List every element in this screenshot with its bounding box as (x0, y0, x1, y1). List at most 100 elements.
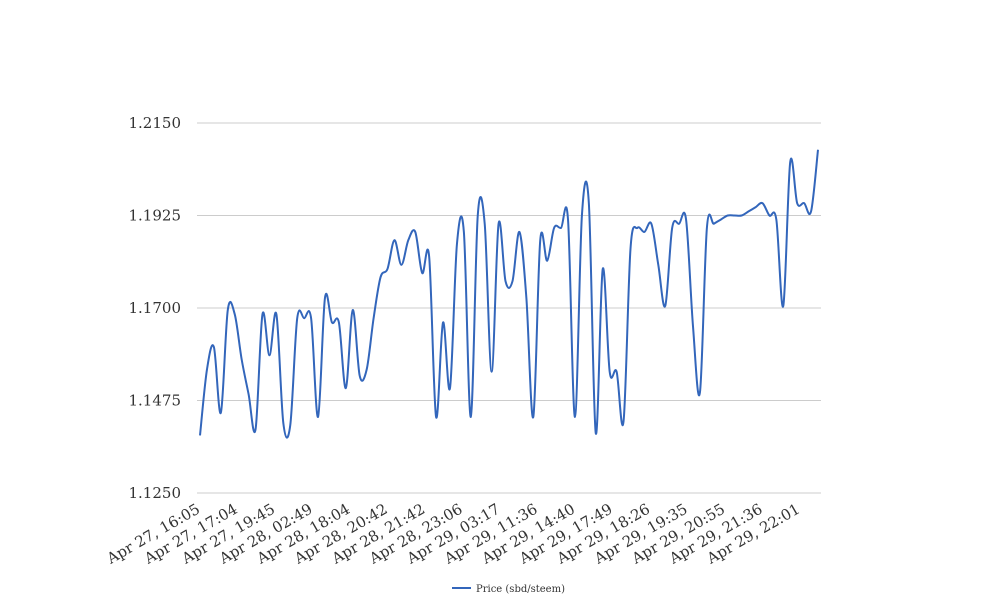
data-point (628, 245, 634, 251)
data-point (669, 225, 675, 231)
data-point (259, 311, 265, 317)
data-point (773, 217, 779, 223)
data-point (398, 262, 404, 268)
data-point (239, 356, 245, 362)
data-point (225, 307, 231, 313)
data-point (794, 200, 800, 206)
data-point (746, 208, 752, 214)
y-tick-label: 1.1250 (129, 484, 182, 502)
data-point (405, 237, 411, 243)
data-point (315, 414, 321, 420)
data-point (711, 221, 717, 227)
data-point (468, 414, 474, 420)
y-tick-label: 1.1700 (129, 299, 182, 317)
y-tick-label: 1.1475 (129, 392, 182, 410)
data-point (801, 200, 807, 206)
data-point (308, 315, 314, 321)
data-point (655, 262, 661, 268)
data-point (614, 369, 620, 375)
data-point (329, 319, 335, 325)
data-point (218, 410, 224, 416)
data-point (475, 213, 481, 219)
data-point (697, 389, 703, 395)
data-point (815, 147, 821, 153)
data-point (572, 414, 578, 420)
data-point (704, 225, 710, 231)
data-point (530, 414, 536, 420)
data-point (440, 319, 446, 325)
legend-label: Price (sbd/steem) (476, 584, 565, 595)
data-point (808, 208, 814, 214)
data-point (287, 422, 293, 428)
data-point (384, 266, 390, 272)
data-point (725, 213, 731, 219)
data-point (509, 278, 515, 284)
data-point (621, 418, 627, 424)
data-point (301, 315, 307, 321)
data-point (253, 426, 259, 432)
series-layer (197, 147, 821, 439)
data-point (641, 229, 647, 235)
data-point (496, 221, 502, 227)
data-point (211, 344, 217, 350)
data-point (447, 385, 453, 391)
data-point (246, 391, 252, 397)
data-point (371, 315, 377, 321)
data-point (454, 241, 460, 247)
data-point (294, 315, 300, 321)
y-axis-tick-labels: 1.1250 1.1475 1.1700 1.1925 1.2150 (129, 114, 182, 502)
data-point (523, 295, 529, 301)
data-point (350, 307, 356, 313)
data-point (607, 369, 613, 375)
data-point (544, 258, 550, 264)
data-point (343, 385, 349, 391)
data-point (433, 414, 439, 420)
data-point (634, 225, 640, 231)
data-point (419, 270, 425, 276)
data-point (662, 303, 668, 309)
data-point (579, 213, 585, 219)
data-point (558, 225, 564, 231)
data-point (357, 373, 363, 379)
data-point (683, 217, 689, 223)
data-point (489, 369, 495, 375)
y-tick-label: 1.1925 (129, 207, 182, 225)
data-point (232, 311, 238, 317)
data-point (516, 229, 522, 235)
data-point (503, 278, 509, 284)
gridlines (197, 122, 821, 494)
y-tick-label: 1.2150 (129, 114, 182, 132)
data-point (322, 295, 328, 301)
data-point (732, 213, 738, 219)
data-point (280, 420, 286, 426)
data-point (718, 217, 724, 223)
data-point (266, 352, 272, 358)
data-point (551, 225, 557, 231)
data-point (780, 303, 786, 309)
data-point (600, 266, 606, 272)
data-point (593, 430, 599, 436)
data-point (787, 159, 793, 165)
data-point (461, 229, 467, 235)
data-point (197, 432, 203, 438)
data-point (759, 200, 765, 206)
data-point (426, 254, 432, 260)
data-point (648, 221, 654, 227)
data-point (336, 319, 342, 325)
data-point (739, 213, 745, 219)
data-point (273, 311, 279, 317)
data-point (586, 200, 592, 206)
data-point (766, 213, 772, 219)
data-point (364, 367, 370, 373)
series-line-price (199, 149, 819, 439)
data-point (482, 221, 488, 227)
data-point (412, 229, 418, 235)
legend[interactable]: Price (sbd/steem) (452, 584, 565, 595)
data-point (565, 217, 571, 223)
data-point (204, 367, 210, 373)
data-point (537, 237, 543, 243)
data-point (391, 237, 397, 243)
data-point (690, 324, 696, 330)
